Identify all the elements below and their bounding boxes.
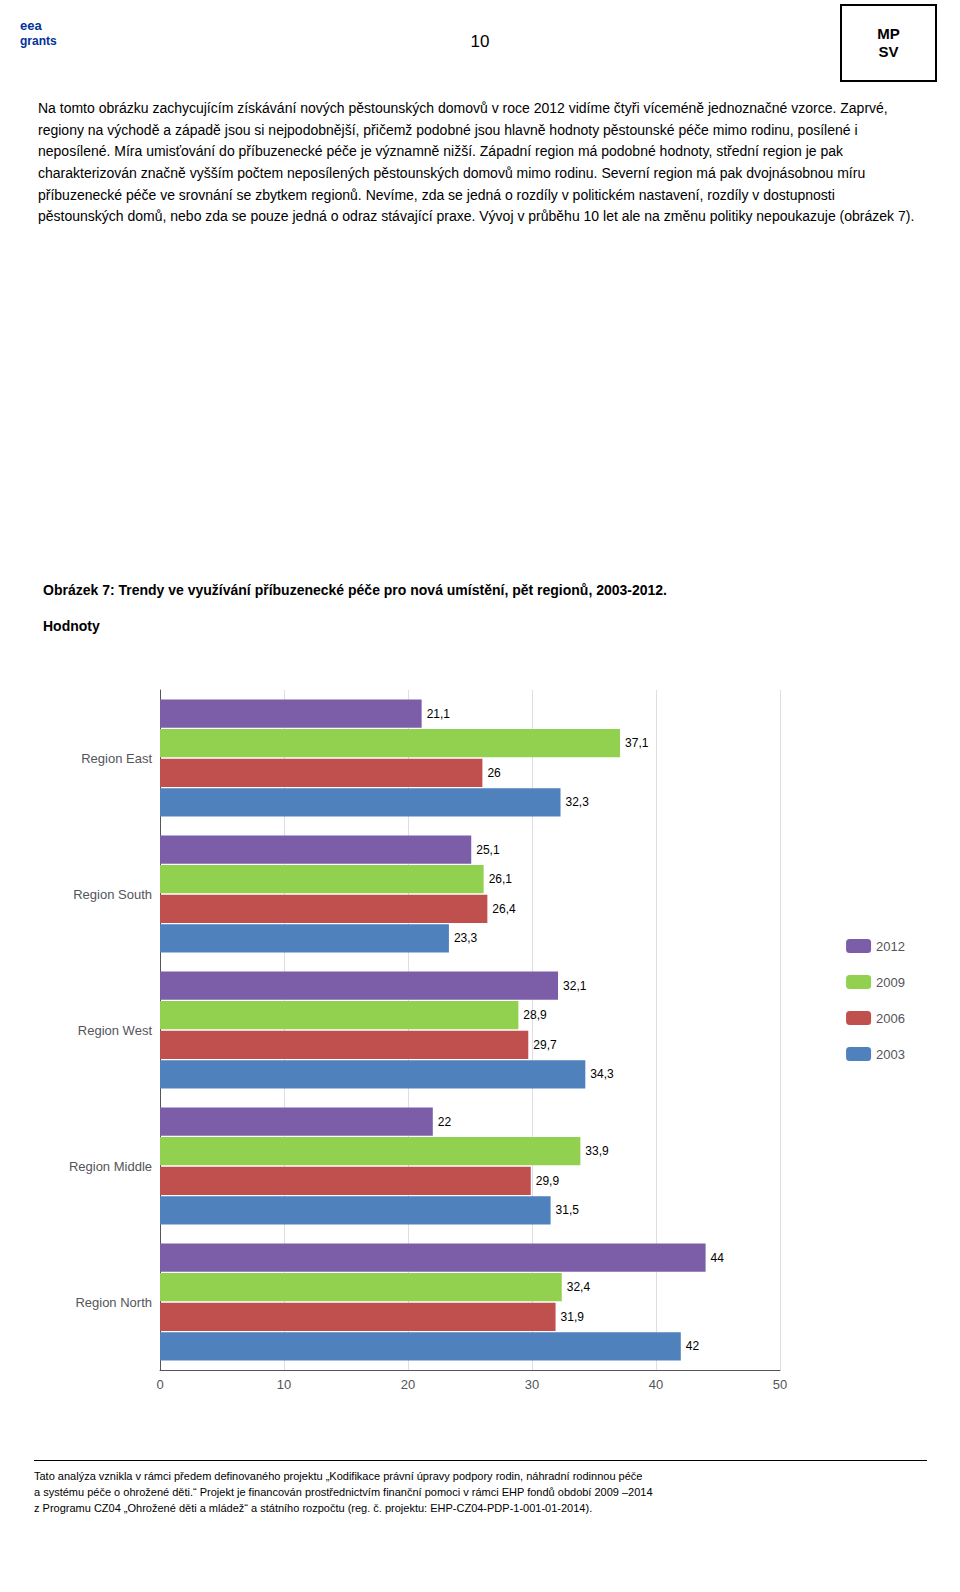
svg-text:34,3: 34,3: [590, 1067, 614, 1081]
svg-text:Region Middle: Region Middle: [69, 1159, 152, 1174]
svg-text:2003: 2003: [876, 1047, 905, 1062]
html-text:grants: grants: [20, 34, 57, 49]
svg-text:32,3: 32,3: [566, 795, 590, 809]
svg-text:21,1: 21,1: [427, 707, 451, 721]
svg-text:33,9: 33,9: [585, 1144, 609, 1158]
html-text:Na tomto obrázku zachycujícím: Na tomto obrázku zachycujícím získávání …: [38, 100, 915, 225]
svg-text:31,5: 31,5: [556, 1203, 580, 1217]
svg-text:29,7: 29,7: [533, 1038, 557, 1052]
svg-text:2012: 2012: [876, 939, 905, 954]
svg-text:0: 0: [156, 1377, 163, 1392]
svg-text:2009: 2009: [876, 975, 905, 990]
svg-text:29,9: 29,9: [536, 1174, 560, 1188]
svg-text:20: 20: [401, 1377, 415, 1392]
svg-text:40: 40: [649, 1377, 663, 1392]
svg-text:32,4: 32,4: [567, 1280, 591, 1294]
html-text:Tato analýza vznikla v rámci p: Tato analýza vznikla v rámci předem defi…: [34, 1470, 653, 1514]
svg-text:Hodnoty: Hodnoty: [43, 618, 100, 634]
svg-text:10: 10: [277, 1377, 291, 1392]
svg-text:26,4: 26,4: [492, 902, 516, 916]
html-text:eea: eea: [20, 18, 42, 33]
html-text:10: 10: [470, 32, 490, 51]
svg-text:31,9: 31,9: [561, 1310, 585, 1324]
svg-text:Region East: Region East: [81, 751, 152, 766]
svg-text:23,3: 23,3: [454, 931, 478, 945]
svg-text:25,1: 25,1: [476, 843, 500, 857]
svg-text:42: 42: [686, 1339, 700, 1353]
html-text:MP SV: MP SV: [877, 25, 900, 60]
svg-text:28,9: 28,9: [523, 1008, 547, 1022]
svg-text:Region North: Region North: [75, 1295, 152, 1310]
svg-text:30: 30: [525, 1377, 539, 1392]
svg-text:26,1: 26,1: [489, 872, 513, 886]
svg-text:50: 50: [773, 1377, 787, 1392]
svg-text:26: 26: [487, 766, 501, 780]
svg-text:22: 22: [438, 1115, 452, 1129]
svg-text:Obrázek 7: Trendy ve využívání: Obrázek 7: Trendy ve využívání příbuzene…: [43, 582, 667, 598]
svg-text:44: 44: [711, 1251, 725, 1265]
svg-text:32,1: 32,1: [563, 979, 587, 993]
svg-text:Region West: Region West: [78, 1023, 153, 1038]
svg-text:37,1: 37,1: [625, 736, 649, 750]
svg-text:2006: 2006: [876, 1011, 905, 1026]
svg-text:Region South: Region South: [73, 887, 152, 902]
